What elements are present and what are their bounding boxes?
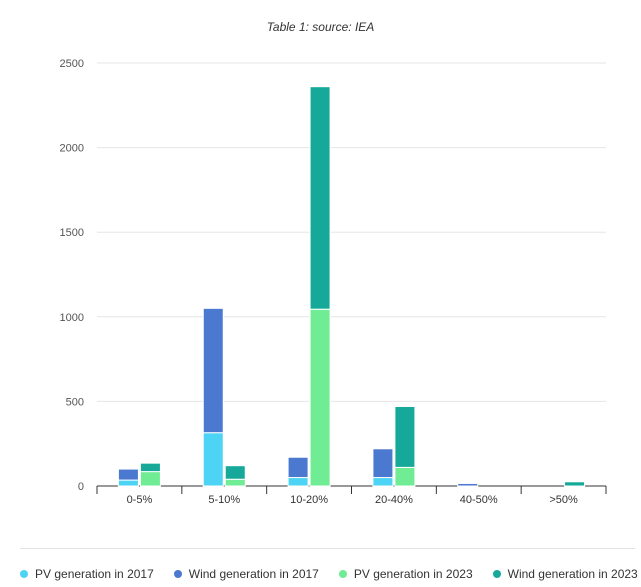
y-tick-label: 1000 [60,312,84,324]
bar-segment [394,466,416,487]
y-tick-label: 2500 [60,58,84,70]
legend-divider [20,548,635,549]
bar-segment [457,482,479,487]
bar-segment [117,479,139,487]
legend-label: Wind generation in 2023 [507,567,638,581]
bar-segment [564,481,586,487]
legend-swatch [20,570,28,578]
legend-item[interactable]: PV generation in 2017 [20,567,154,581]
bar-segment [372,477,394,487]
bar-segment [202,307,224,434]
y-tick-label: 0 [78,481,84,493]
bar-segment [309,86,331,310]
bar-segment [394,405,416,468]
chart-legend: PV generation in 2017 Wind generation in … [20,565,638,583]
legend-label: Wind generation in 2017 [188,567,319,581]
bar-segment [372,448,394,479]
x-tick-label: >50% [549,494,578,506]
bar-segment [287,477,309,487]
legend-item[interactable]: Wind generation in 2017 [173,567,319,581]
legend-label: PV generation in 2023 [353,567,473,581]
legend-label: PV generation in 2017 [35,567,154,581]
bar-segment [287,456,309,479]
bar-segment [117,468,139,481]
legend-swatch [173,570,182,578]
bar-segment [139,462,161,473]
bar-segment [224,478,246,487]
x-tick-label: 20-40% [375,494,413,506]
x-tick-label: 40-50% [460,494,498,506]
x-tick-label: 5-10% [208,494,240,506]
chart-title: Table 1: source: IEA [266,20,375,34]
y-tick-label: 500 [66,396,84,408]
legend-swatch [492,570,501,578]
legend-item[interactable]: Wind generation in 2023 [492,567,638,581]
bar-segment [309,308,331,487]
legend-item[interactable]: PV generation in 2023 [338,567,473,581]
x-tick-label: 10-20% [290,494,328,506]
bar-segment [202,432,224,487]
bar-segment [224,465,246,480]
y-tick-label: 1500 [60,227,84,239]
legend-swatch [338,570,347,578]
y-tick-label: 2000 [60,143,84,155]
bar-segment [139,471,161,487]
chart-plot: 0 500 1000 1500 2000 2500 0-5% 5-10% 10-20% 20-40… [60,58,607,506]
x-tick-label: 0-5% [127,494,153,506]
